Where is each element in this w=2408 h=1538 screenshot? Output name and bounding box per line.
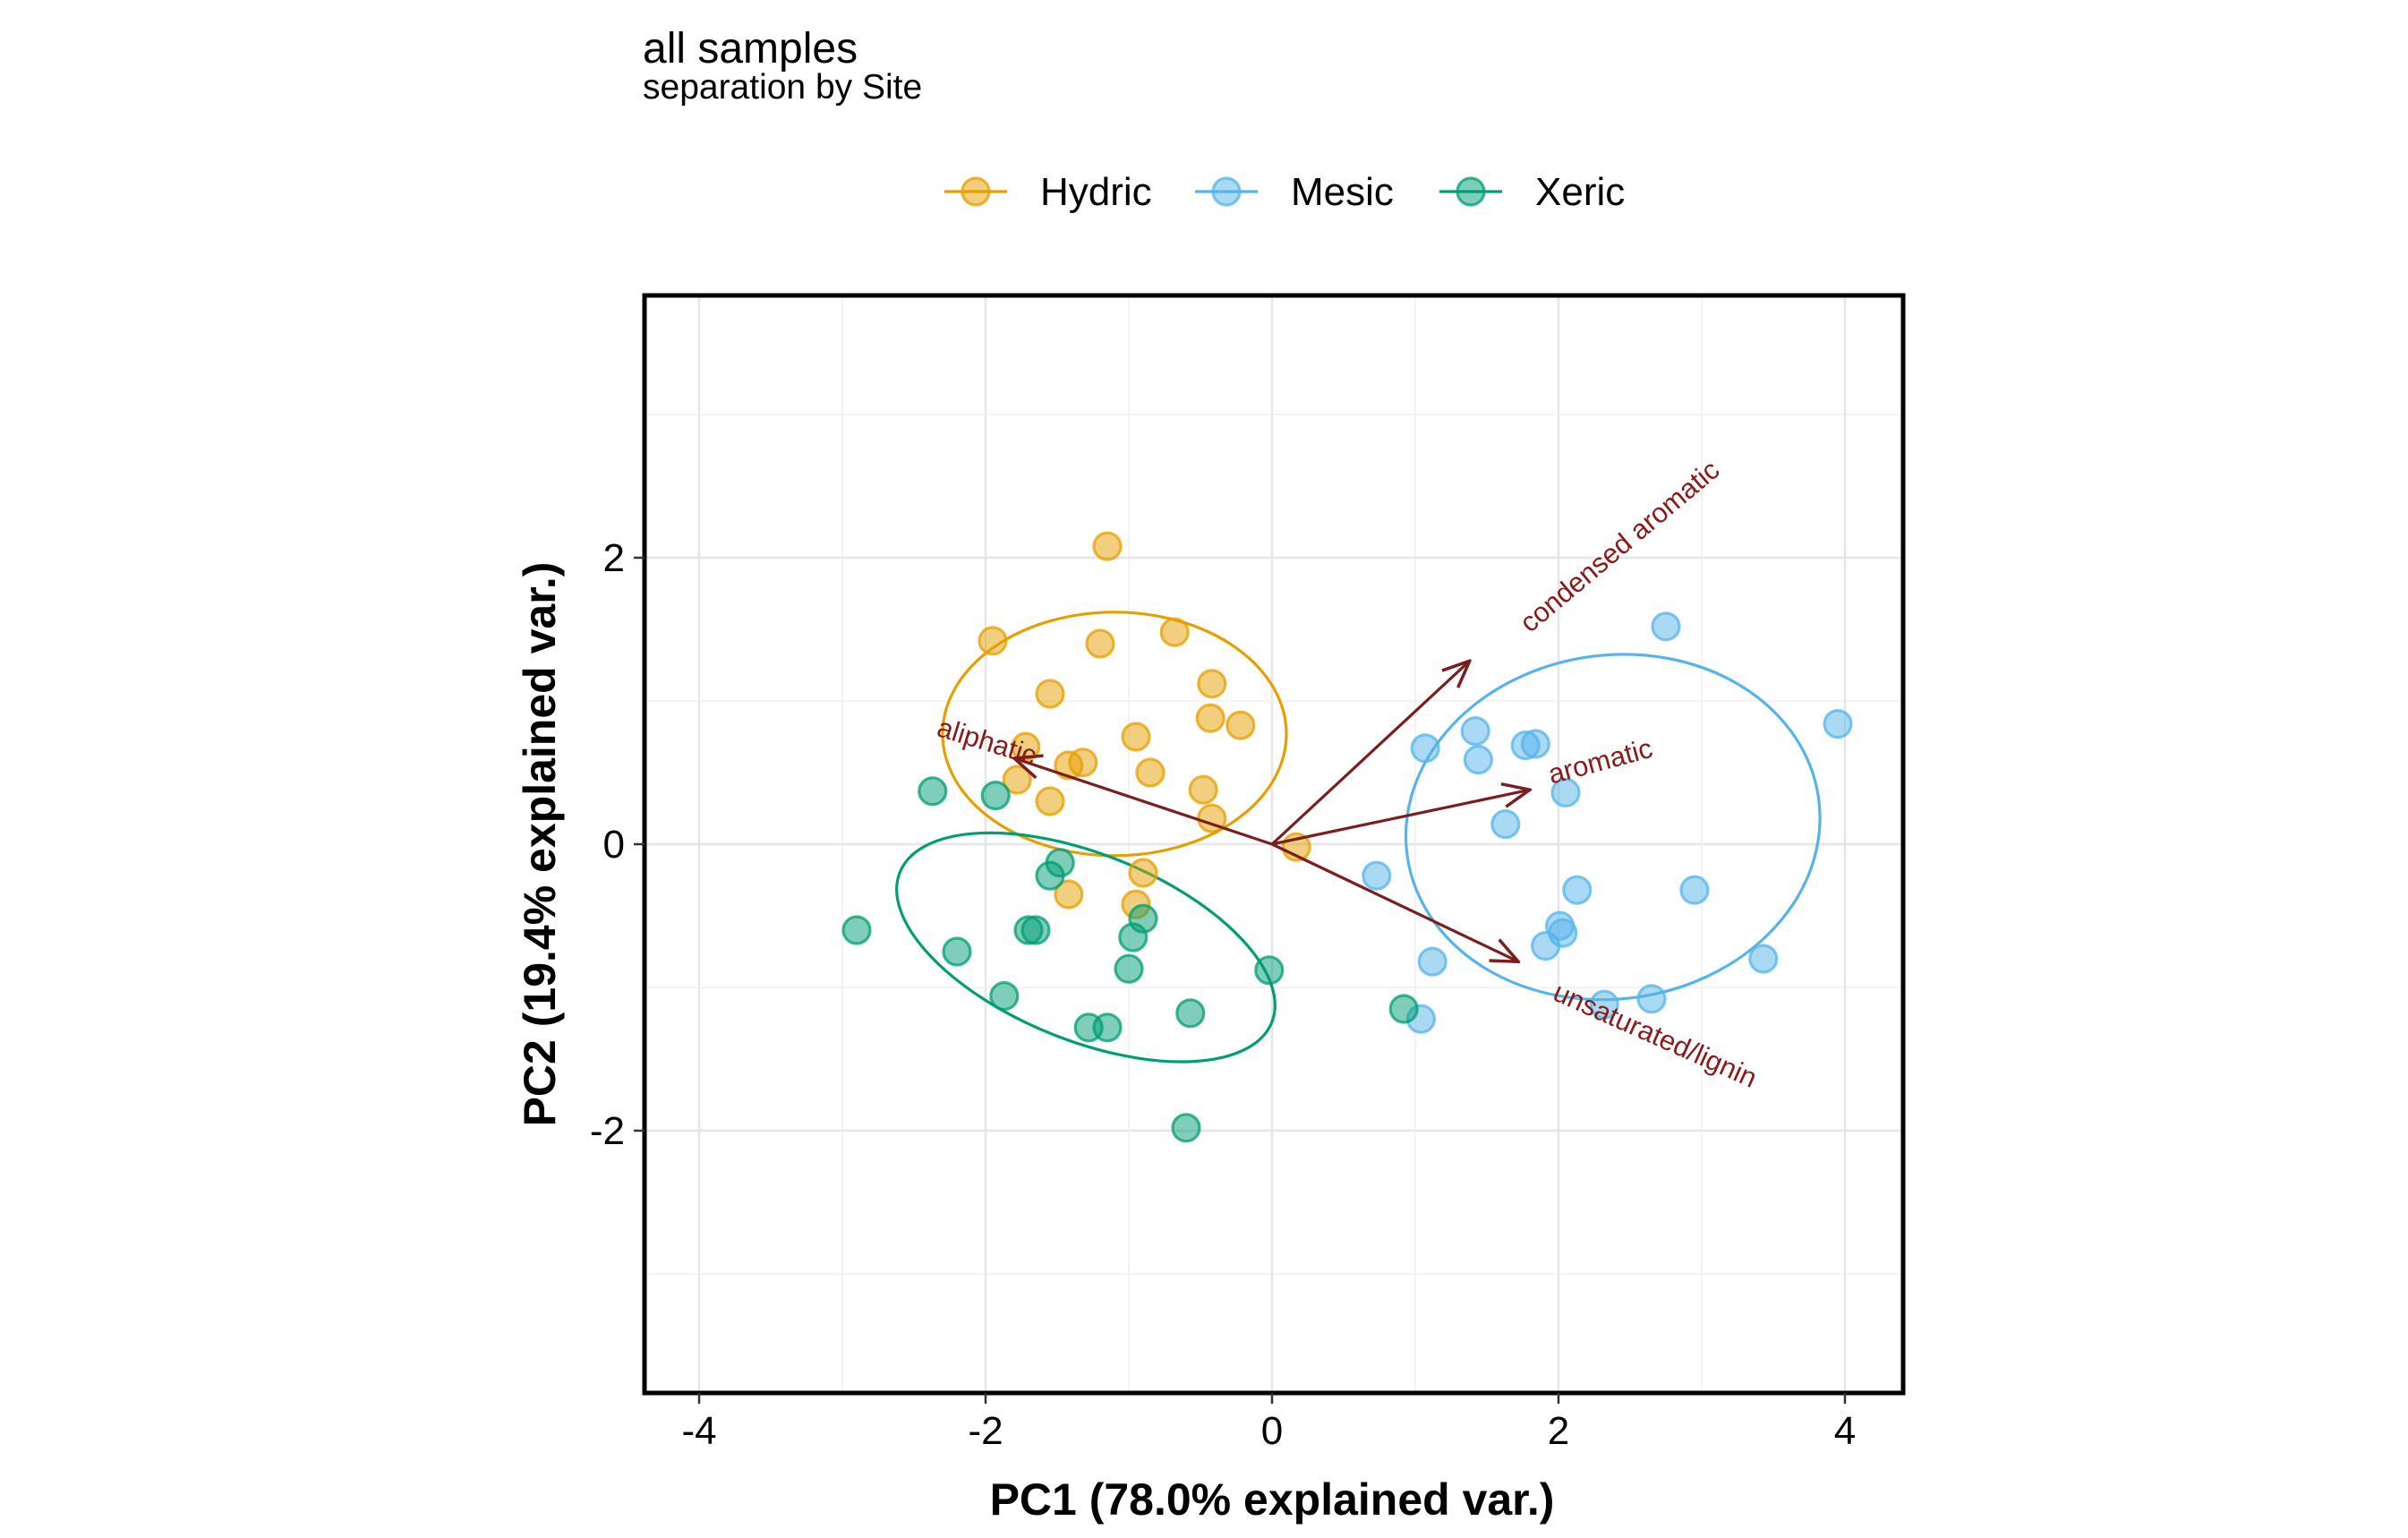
point-mesic [1748, 944, 1779, 974]
point-mesic [1463, 744, 1494, 775]
point-mesic [1410, 733, 1440, 764]
point-xeric [1114, 953, 1144, 984]
legend-item-xeric: Xeric [1439, 170, 1625, 214]
series-xeric [841, 776, 1419, 1143]
point-xeric [1171, 1113, 1201, 1143]
confidence-ellipses [895, 611, 1822, 1064]
legend-key-point [1456, 176, 1486, 207]
ellipse-hydric [941, 611, 1288, 858]
point-hydric [1135, 757, 1166, 788]
y-tick-label: 0 [603, 823, 625, 867]
point-mesic [1460, 715, 1490, 747]
y-axis-title: PC2 (19.4% explained var.) [515, 562, 565, 1127]
loading-arrow-unsaturated-lignin [1271, 842, 1518, 961]
x-tick-label: -2 [968, 1409, 1003, 1453]
point-mesic [1651, 611, 1681, 642]
point-xeric [989, 980, 1020, 1012]
point-xeric [1175, 998, 1206, 1029]
point-hydric [1054, 879, 1084, 910]
y-tick-label: -2 [590, 1109, 625, 1153]
legend-label: Mesic [1291, 170, 1394, 214]
point-hydric [1092, 531, 1123, 561]
point-xeric [1020, 915, 1051, 945]
legend-item-mesic: Mesic [1195, 170, 1394, 214]
point-xeric [942, 936, 972, 967]
point-hydric [1121, 722, 1151, 752]
point-hydric [1159, 617, 1190, 647]
point-hydric [1188, 774, 1218, 805]
point-mesic [1520, 729, 1551, 759]
point-mesic [1679, 875, 1710, 905]
point-mesic [1589, 989, 1619, 1020]
point-hydric [1085, 628, 1115, 659]
point-mesic [1823, 708, 1853, 739]
point-xeric [1092, 1013, 1123, 1043]
series-mesic [1362, 611, 1853, 1034]
legend-item-hydric: Hydric [944, 170, 1152, 214]
legend-key-point [961, 176, 991, 207]
x-axis: -4 -2 0 2 4 [681, 1393, 1856, 1453]
legend-label: Hydric [1040, 170, 1152, 214]
loading-label-aromatic: aromatic [1545, 732, 1656, 790]
x-tick-label: 4 [1834, 1409, 1856, 1453]
point-hydric [1225, 710, 1256, 740]
legend-label: Xeric [1535, 170, 1625, 214]
legend: Hydric Mesic Xeric [944, 170, 1625, 214]
point-hydric [1128, 858, 1158, 888]
point-xeric [1118, 922, 1148, 953]
x-tick-label: -4 [681, 1409, 716, 1453]
point-xeric [1388, 994, 1419, 1024]
chart-title: all samples [643, 25, 858, 73]
x-tick-label: 2 [1548, 1409, 1569, 1453]
point-hydric [1035, 679, 1065, 709]
loading-label-aliphatic: aliphatic [934, 712, 1040, 772]
ellipse-xeric [895, 831, 1277, 1064]
y-tick-label: 2 [603, 536, 625, 580]
point-xeric [918, 776, 948, 807]
point-mesic [1417, 946, 1447, 977]
grid [645, 295, 1903, 1393]
loading-arrow-aromatic [1271, 790, 1530, 846]
loading-arrow-aliphatic [1014, 758, 1273, 846]
legend-key-point [1211, 176, 1242, 207]
point-mesic [1636, 984, 1667, 1014]
chart-subtitle: separation by Site [643, 68, 922, 107]
point-hydric [1197, 669, 1227, 699]
loading-label-condensed-aromatic: condensed aromatic [1514, 454, 1725, 638]
point-mesic [1530, 930, 1561, 961]
point-hydric [978, 626, 1008, 656]
y-axis: -2 0 2 [590, 536, 645, 1153]
point-xeric [980, 780, 1011, 811]
point-xeric [841, 915, 872, 945]
point-xeric [1035, 860, 1065, 891]
point-hydric [1035, 786, 1065, 816]
x-tick-label: 0 [1261, 1409, 1283, 1453]
series-hydric [978, 531, 1311, 919]
point-hydric [1068, 748, 1098, 778]
point-mesic [1362, 860, 1392, 891]
point-xeric [1254, 955, 1285, 986]
point-mesic [1550, 777, 1581, 808]
point-mesic [1562, 875, 1593, 905]
point-mesic [1490, 808, 1521, 840]
point-hydric [1195, 703, 1225, 733]
x-axis-title: PC1 (78.0% explained var.) [990, 1474, 1555, 1525]
loading-arrow-condensed-aromatic [1270, 661, 1470, 846]
